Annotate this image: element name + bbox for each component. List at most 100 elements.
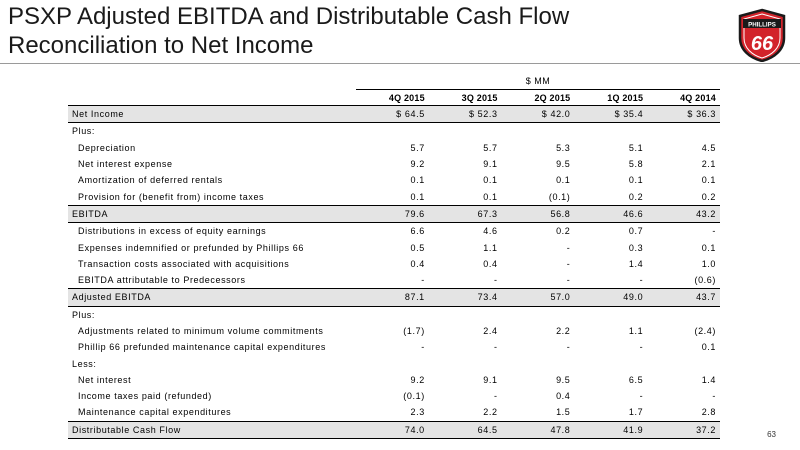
- cell-value: [356, 355, 429, 371]
- cell-value: 56.8: [501, 204, 575, 223]
- cell-value: 0.2: [628, 191, 644, 202]
- cell-value: 0.1: [701, 242, 716, 253]
- cell-value: 4.5: [701, 142, 716, 153]
- row-label: Net interest expense: [78, 159, 173, 170]
- row-label: Provision for (benefit from) income taxe…: [78, 191, 265, 202]
- table-row-plus-2: Plus:: [68, 305, 720, 323]
- cell-value: $ 52.3: [428, 105, 502, 123]
- cell-value: 9.5: [556, 374, 571, 385]
- cell-value: 0.2: [501, 222, 575, 240]
- cell-value: [428, 122, 502, 140]
- cell-value: 1.5: [556, 407, 571, 418]
- cell-value: (1.7): [403, 326, 425, 336]
- title-line-2: Reconciliation to Net Income: [8, 32, 314, 59]
- cell-value: [647, 305, 720, 323]
- cell-value: 6.6: [356, 222, 429, 240]
- cell-value: [574, 355, 647, 371]
- cell-value: [574, 305, 648, 323]
- table-header-row: 4Q 2015 3Q 2015 2Q 2015 1Q 2015 4Q 2014: [68, 90, 720, 106]
- table-row-net-income: Net Income $ 64.5 $ 52.3 $ 42.0 $ 35.4 $…: [68, 105, 720, 123]
- table-row-net-interest-expense: Net interest expense 9.2 9.1 9.5 5.8 2.1: [68, 156, 720, 172]
- table-row-net-interest: Net interest 9.2 9.1 9.5 6.5 1.4: [68, 372, 720, 388]
- cell-value: 87.1: [356, 288, 429, 307]
- cell-value: 2.4: [483, 326, 498, 336]
- reconciliation-table: 4Q 2015 3Q 2015 2Q 2015 1Q 2015 4Q 2014 …: [68, 90, 720, 439]
- cell-value: 1.0: [701, 258, 716, 269]
- table-row-ebitda: EBITDA 79.6 67.3 56.8 46.6 43.2: [68, 204, 720, 223]
- cell-value: (0.1): [548, 191, 571, 202]
- row-label: Maintenance capital expenditures: [78, 407, 232, 418]
- cell-value: 37.2: [647, 420, 720, 439]
- cell-value: 2.1: [701, 159, 716, 170]
- cell-value: 9.2: [410, 159, 425, 170]
- cell-value: [356, 122, 429, 140]
- cell-value: $ 42.0: [501, 105, 575, 123]
- cell-value: -: [712, 391, 716, 402]
- title-divider: [0, 63, 800, 64]
- cell-value: 57.0: [501, 288, 575, 307]
- cell-value: -: [493, 275, 498, 286]
- table-row-less: Less:: [68, 355, 720, 371]
- cell-value: -: [493, 342, 498, 353]
- row-label: Adjusted EBITDA: [68, 288, 356, 307]
- row-label: Plus:: [68, 122, 356, 140]
- row-label: Amortization of deferred rentals: [78, 175, 223, 186]
- cell-value: 0.1: [410, 191, 425, 202]
- table-row-amortization: Amortization of deferred rentals 0.1 0.1…: [68, 172, 720, 188]
- cell-value: (0.6): [694, 275, 716, 286]
- cell-value: 1.1: [483, 242, 498, 253]
- cell-value: 0.2: [701, 191, 716, 202]
- cell-value: 47.8: [501, 420, 575, 439]
- cell-value: -: [647, 222, 720, 240]
- cell-value: [574, 122, 648, 140]
- phillips-66-logo: PHILLIPS 66: [736, 8, 788, 62]
- row-label: Net Income: [68, 105, 356, 123]
- cell-value: 0.1: [701, 175, 716, 186]
- cell-value: 41.9: [574, 420, 648, 439]
- cell-value: 0.1: [483, 191, 498, 202]
- row-label: Distributable Cash Flow: [68, 420, 356, 439]
- cell-value: 2.3: [410, 407, 425, 418]
- table-row-transaction-costs: Transaction costs associated with acquis…: [68, 256, 720, 272]
- cell-value: 1.4: [628, 258, 644, 269]
- row-label: Phillip 66 prefunded maintenance capital…: [78, 342, 326, 353]
- cell-value: (2.4): [694, 326, 716, 336]
- row-label: Expenses indemnified or prefunded by Phi…: [78, 242, 304, 253]
- cell-value: -: [639, 275, 644, 286]
- cell-value: 0.1: [483, 175, 498, 186]
- cell-value: -: [493, 391, 498, 402]
- cell-value: 67.3: [428, 204, 502, 223]
- unit-label: $ MM: [525, 76, 551, 86]
- cell-value: 5.7: [483, 142, 498, 153]
- cell-value: [356, 305, 429, 323]
- cell-value: $ 36.3: [647, 105, 720, 123]
- cell-value: 0.4: [556, 391, 571, 402]
- table-row-income-taxes-paid: Income taxes paid (refunded) (0.1) - 0.4…: [68, 388, 720, 404]
- page-title: PSXP Adjusted EBITDA and Distributable C…: [8, 2, 569, 60]
- row-label: EBITDA attributable to Predecessors: [78, 275, 246, 286]
- row-label: EBITDA: [68, 204, 356, 223]
- row-label: Plus:: [68, 305, 356, 323]
- cell-value: 0.1: [556, 175, 571, 186]
- header-blank: [68, 90, 356, 106]
- cell-value: 64.5: [428, 420, 502, 439]
- table-row-maintenance-capex: Maintenance capital expenditures 2.3 2.2…: [68, 404, 720, 421]
- cell-value: 9.1: [483, 374, 498, 385]
- cell-value: 5.8: [628, 159, 644, 170]
- cell-value: 0.1: [410, 175, 425, 186]
- cell-value: -: [421, 275, 425, 286]
- cell-value: -: [566, 275, 571, 286]
- column-header: 3Q 2015: [428, 90, 502, 106]
- cell-value: 6.5: [628, 374, 644, 385]
- row-label: Less:: [72, 358, 97, 369]
- cell-value: [647, 355, 720, 371]
- cell-value: $ 35.4: [574, 105, 648, 123]
- cell-value: 5.7: [410, 142, 425, 153]
- unit-divider: [356, 89, 720, 90]
- cell-value: 49.0: [574, 288, 648, 307]
- cell-value: 5.1: [628, 142, 644, 153]
- cell-value: 0.4: [410, 258, 425, 269]
- shield-logo-icon: PHILLIPS 66: [738, 8, 786, 62]
- cell-value: [502, 355, 575, 371]
- cell-value: 74.0: [356, 420, 429, 439]
